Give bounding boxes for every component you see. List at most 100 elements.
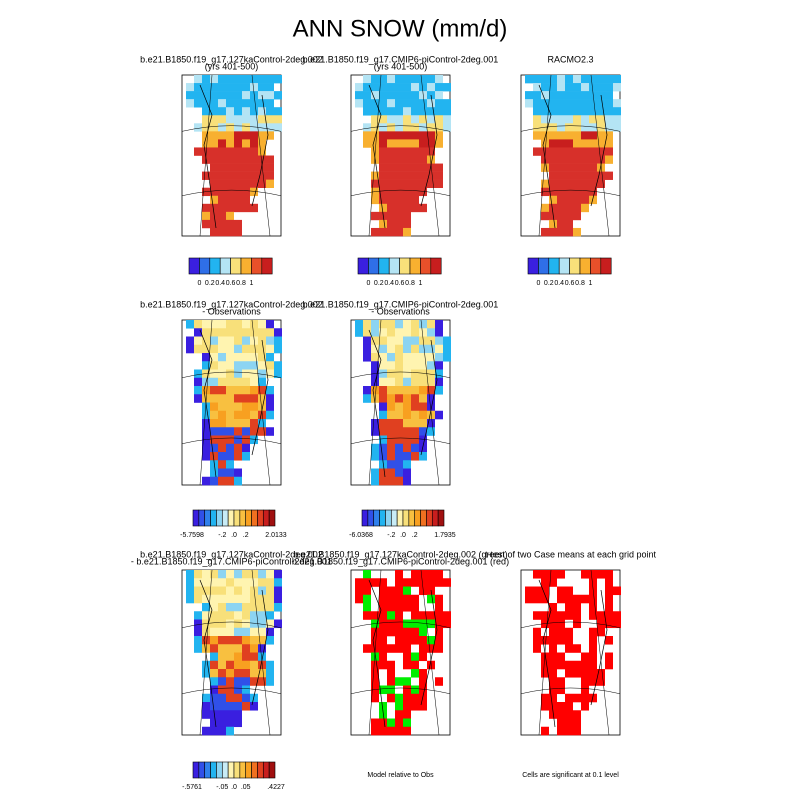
map-cell: [427, 410, 435, 420]
map-cell: [210, 570, 218, 579]
colorbar-box: [388, 257, 400, 275]
map-cell: [226, 443, 234, 453]
map-cell: [541, 99, 549, 108]
map-cell: [371, 386, 379, 395]
map-cell: [419, 410, 427, 420]
map-cell: [435, 83, 443, 92]
colorbar-box: [219, 257, 231, 275]
map-cell: [395, 578, 403, 587]
map-cell: [218, 603, 226, 612]
map-cell: [226, 677, 234, 686]
map-cell: [266, 677, 274, 686]
colorbar-box: [538, 257, 550, 275]
panel-title: b.e21.B1850.f19_g17.CMIP6-piControl-2deg…: [303, 299, 499, 309]
map-cell: [435, 75, 443, 84]
map-cell: [387, 361, 395, 370]
map-cell: [403, 123, 411, 132]
map-cell: [549, 187, 557, 197]
map-cell: [427, 147, 435, 156]
map-cell: [395, 115, 403, 124]
map-cell: [419, 669, 427, 678]
map-cell: [379, 435, 387, 445]
panel-title: b.e21.B1850.f19_g17.127kaControl-2deg.00…: [140, 299, 323, 309]
map-cell: [250, 627, 258, 637]
map-cell: [194, 369, 202, 379]
map-cell: [266, 179, 274, 188]
map-cell: [443, 83, 451, 92]
colorbar-box: [396, 509, 404, 527]
map-cell: [597, 99, 605, 108]
map-cell: [234, 586, 242, 596]
map-cell: [363, 139, 371, 148]
map-cell: [427, 361, 435, 370]
colorbar-box: [379, 509, 386, 527]
map-cell: [210, 195, 218, 205]
colorbar-label: -.2: [218, 532, 226, 539]
colorbar-box: [210, 509, 217, 527]
map-cell: [565, 718, 573, 728]
map-cell: [266, 83, 274, 92]
map-cell: [403, 402, 411, 412]
map-cell: [541, 611, 549, 620]
map-cell: [242, 594, 250, 604]
map-cell: [266, 410, 274, 420]
map-cell: [419, 99, 427, 108]
map-cell: [597, 131, 605, 140]
map-cell: [565, 693, 573, 703]
map-cell: [597, 147, 605, 156]
map-cell: [218, 320, 226, 329]
map-cell: [387, 435, 395, 445]
map-cell: [387, 163, 395, 172]
map-cell: [435, 171, 443, 180]
map-cell: [266, 578, 274, 587]
panel-title: b.e21.B1850.f19_g17.CMIP6-piControl-2deg…: [303, 54, 499, 64]
map-cell: [355, 99, 363, 108]
map-cell: [419, 619, 427, 629]
map-cell: [250, 669, 258, 678]
map-cell: [242, 677, 250, 686]
map-cell: [403, 171, 411, 180]
map-cell: [427, 419, 435, 428]
map-cell: [549, 693, 557, 703]
colorbar-label: -.5761: [182, 784, 202, 791]
map-cell: [589, 187, 597, 197]
map-cell: [427, 320, 435, 329]
map-cell: [597, 139, 605, 148]
map-cell: [597, 669, 605, 678]
map-cell: [573, 187, 581, 197]
map-cell: [242, 427, 250, 436]
map-cell: [395, 163, 403, 172]
map-cell: [242, 652, 250, 662]
map-cell: [250, 611, 258, 620]
colorbar-label: -6.0368: [349, 532, 373, 539]
map-cell: [250, 369, 258, 379]
map-cell: [427, 179, 435, 188]
map-cell: [525, 75, 533, 84]
map-cell: [549, 139, 557, 148]
map-cell: [274, 123, 282, 132]
map-cell: [589, 611, 597, 620]
map-cell: [250, 402, 258, 412]
map-cell: [435, 328, 443, 337]
map-cell: [226, 603, 234, 612]
map-cell: [597, 115, 605, 124]
map-cell: [435, 131, 443, 140]
map-cell: [371, 211, 379, 221]
map-cell: [218, 619, 226, 629]
colorbar-box: [221, 761, 229, 779]
map-cell: [411, 361, 419, 370]
map-cell: [581, 195, 589, 205]
map-cell: [379, 203, 387, 213]
map-cell: [589, 139, 597, 148]
map-cell: [411, 353, 419, 362]
map-cell: [403, 369, 411, 379]
map-cell: [258, 147, 266, 156]
map-cell: [541, 83, 549, 92]
map-cell: [597, 83, 605, 92]
map-cell: [234, 702, 242, 711]
map-cell: [202, 710, 210, 719]
map-cell: [573, 75, 581, 84]
map-cell: [581, 163, 589, 172]
map-cell: [266, 107, 274, 116]
map-cell: [274, 619, 282, 629]
